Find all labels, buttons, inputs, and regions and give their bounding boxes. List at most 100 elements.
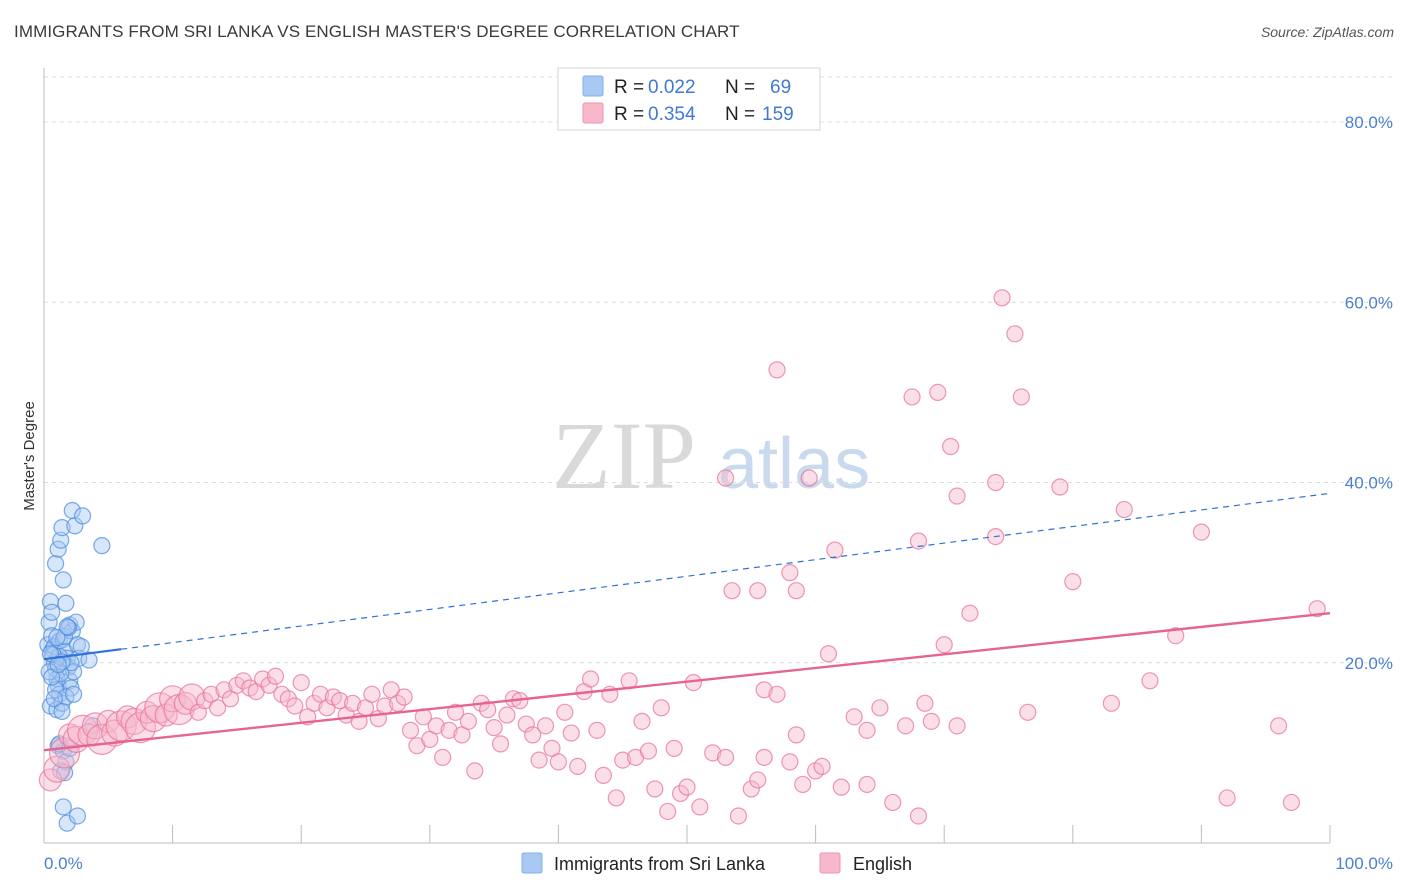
data-point — [58, 618, 76, 636]
data-point — [948, 717, 966, 735]
data-point — [115, 705, 140, 729]
data-point — [59, 619, 78, 637]
data-point — [40, 613, 58, 631]
data-point — [72, 637, 90, 656]
data-point — [639, 742, 658, 760]
data-point — [813, 757, 831, 776]
data-point — [781, 753, 799, 771]
data-point — [716, 469, 735, 487]
data-point — [942, 437, 960, 456]
bottom-legend-label-pink: English — [853, 854, 912, 874]
data-point — [1141, 672, 1159, 690]
data-point — [659, 802, 677, 821]
data-point — [154, 703, 178, 727]
data-point — [858, 721, 876, 739]
data-point — [671, 784, 690, 803]
data-point — [993, 289, 1011, 307]
data-point — [787, 726, 805, 744]
legend-n-value-1: 69 — [770, 77, 791, 98]
data-point — [479, 701, 497, 719]
data-point — [43, 755, 71, 783]
data-point — [491, 735, 510, 753]
y-tick-label: 20.0% — [1345, 654, 1393, 673]
series-english — [38, 289, 1326, 825]
data-point — [704, 744, 722, 762]
data-point — [93, 537, 111, 555]
data-point — [53, 702, 71, 721]
trend-lines — [43, 492, 1331, 752]
data-point — [884, 793, 902, 812]
data-point — [68, 807, 87, 825]
data-point — [948, 487, 966, 505]
legend-r-value-2: 0.354 — [648, 104, 696, 125]
bottom-legend: Immigrants from Sri Lanka English — [521, 852, 912, 874]
legend-r-label-1: R = — [614, 77, 644, 98]
data-point — [1167, 627, 1185, 645]
data-point — [530, 751, 548, 769]
legend-n-label-1: N = — [725, 77, 755, 98]
watermark-zip: ZIP — [552, 402, 696, 509]
data-point — [581, 670, 600, 688]
data-point — [178, 683, 206, 711]
data-point — [652, 699, 670, 717]
data-point — [646, 780, 664, 798]
grid-lines — [44, 76, 1392, 664]
data-point — [54, 571, 72, 589]
source-credit: Source: ZipAtlas.com — [1260, 24, 1394, 40]
data-point — [58, 723, 82, 747]
trend-line-pink — [43, 612, 1331, 752]
data-point — [234, 672, 252, 690]
data-point — [987, 473, 1005, 492]
data-point — [344, 694, 362, 712]
data-point — [768, 361, 786, 379]
data-point — [80, 651, 98, 669]
data-point — [498, 706, 516, 724]
data-point — [716, 748, 735, 766]
data-point — [909, 807, 928, 825]
data-point — [781, 564, 799, 582]
data-point — [292, 673, 310, 692]
data-point — [1012, 388, 1030, 406]
data-point — [723, 582, 741, 600]
data-point — [961, 604, 979, 622]
legend-n-value-2: 159 — [762, 104, 794, 125]
data-point — [53, 518, 71, 537]
data-point — [485, 719, 503, 737]
data-point — [607, 789, 625, 807]
data-point — [569, 757, 587, 776]
data-point — [1192, 523, 1211, 541]
data-point — [466, 762, 484, 780]
data-point — [729, 807, 748, 825]
bottom-legend-label-blue: Immigrants from Sri Lanka — [554, 854, 766, 874]
data-point — [286, 697, 304, 715]
bottom-legend-swatch-pink — [819, 852, 841, 874]
y-tick-labels: 20.0% 40.0% 60.0% 80.0% — [1345, 113, 1393, 673]
x-tick-labels: 0.0% 100.0% — [44, 854, 1393, 873]
data-point — [159, 685, 187, 713]
data-point — [363, 685, 381, 703]
data-point — [1218, 789, 1236, 807]
data-point — [266, 667, 285, 685]
data-point — [819, 645, 838, 663]
data-point — [63, 501, 81, 520]
data-point — [768, 685, 786, 703]
chart-title: IMMIGRANTS FROM SRI LANKA VS ENGLISH MAS… — [14, 22, 740, 41]
data-point — [742, 780, 760, 798]
legend-r-label-2: R = — [614, 104, 644, 125]
data-point — [549, 753, 568, 771]
legend-swatch-pink — [582, 102, 604, 124]
data-point — [254, 670, 272, 688]
y-tick-label: 40.0% — [1345, 474, 1393, 493]
data-point — [794, 775, 812, 794]
y-tick-label: 80.0% — [1345, 113, 1393, 132]
data-point — [318, 699, 336, 717]
data-point — [633, 712, 651, 730]
data-point — [401, 721, 420, 739]
data-point — [897, 717, 915, 735]
data-point — [434, 748, 452, 766]
legend-n-label-2: N = — [725, 104, 755, 125]
legend-r-value-1: 0.022 — [648, 77, 696, 98]
data-point — [755, 681, 773, 699]
data-point — [73, 507, 92, 525]
